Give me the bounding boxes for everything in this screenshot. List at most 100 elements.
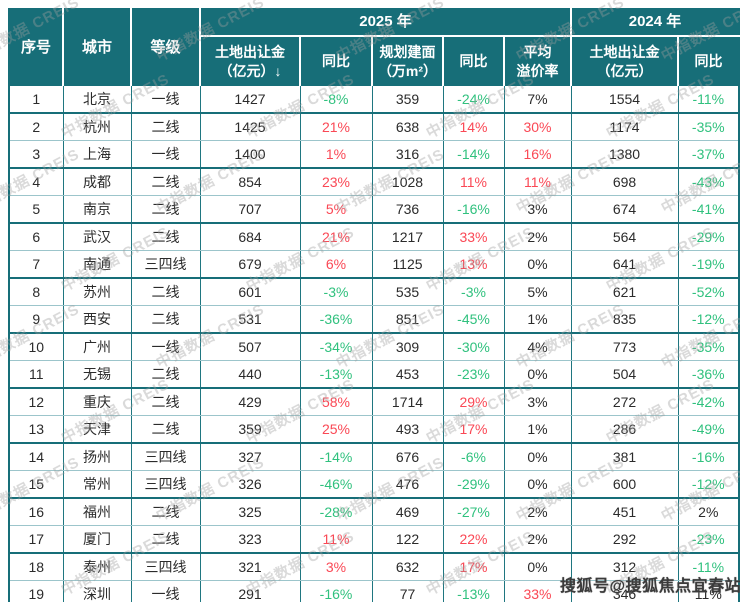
table-row: 1 北京 一线 1427 -8% 359 -24% 7% 1554 -11% xyxy=(9,86,740,114)
cell-2024-amount: 600 xyxy=(570,470,679,499)
cell-2024-amount: 1174 xyxy=(570,113,679,141)
cell-2024-amount: 1380 xyxy=(570,140,679,169)
col-header-2025-area-line2: （万m²） xyxy=(377,62,438,79)
cell-premium-rate: 0% xyxy=(503,250,572,279)
col-header-tier: 等级 xyxy=(130,9,200,86)
cell-2025-amount: 1425 xyxy=(199,113,300,141)
col-header-premium-line1: 平均 xyxy=(523,43,552,60)
cell-tier: 二线 xyxy=(130,498,200,526)
cell-2024-yoy: -35% xyxy=(677,333,740,361)
cell-2024-yoy: -11% xyxy=(677,553,740,581)
cell-seq: 3 xyxy=(9,140,63,169)
cell-2024-yoy: -12% xyxy=(677,470,740,499)
cell-2024-amount: 1554 xyxy=(570,86,679,114)
cell-2024-yoy: -29% xyxy=(677,223,740,251)
cell-2024-amount: 641 xyxy=(570,250,679,279)
cell-2025-amount-yoy: 58% xyxy=(299,388,372,416)
cell-seq: 8 xyxy=(9,278,63,306)
cell-2024-amount: 272 xyxy=(570,388,679,416)
cell-2024-amount: 504 xyxy=(570,360,679,389)
cell-2025-area: 493 xyxy=(371,415,443,444)
cell-seq: 1 xyxy=(9,86,63,114)
cell-seq: 11 xyxy=(9,360,63,389)
cell-seq: 17 xyxy=(9,525,63,554)
col-header-2025-amount: 土地出让金 （亿元）↓ xyxy=(199,35,300,86)
cell-seq: 9 xyxy=(9,305,63,334)
cell-2025-amount: 684 xyxy=(199,223,300,251)
cell-2024-yoy: -43% xyxy=(677,168,740,196)
table-row: 14 扬州 三四线 327 -14% 676 -6% 0% 381 -16% xyxy=(9,443,740,471)
col-header-2024-amount: 土地出让金 （亿元） xyxy=(570,35,679,86)
cell-2025-amount: 707 xyxy=(199,195,300,224)
cell-premium-rate: 3% xyxy=(503,195,572,224)
cell-2025-area: 632 xyxy=(371,553,443,581)
cell-premium-rate: 1% xyxy=(503,305,572,334)
cell-2025-amount-yoy: -13% xyxy=(299,360,372,389)
cell-premium-rate: 0% xyxy=(503,360,572,389)
cell-seq: 2 xyxy=(9,113,63,141)
cell-premium-rate: 2% xyxy=(503,498,572,526)
col-header-2025-amount-line2-sort-desc-icon: （亿元）↓ xyxy=(218,62,282,79)
cell-2025-amount-yoy: -16% xyxy=(299,580,372,602)
table-row: 17 厦门 二线 323 11% 122 22% 2% 292 -23% xyxy=(9,525,740,554)
cell-2025-amount-yoy: 1% xyxy=(299,140,372,169)
col-header-2025-amount-yoy: 同比 xyxy=(299,35,372,86)
cell-premium-rate: 4% xyxy=(503,333,572,361)
cell-2024-amount: 292 xyxy=(570,525,679,554)
cell-2024-amount: 312 xyxy=(570,553,679,581)
cell-2024-yoy: 11% xyxy=(677,580,740,602)
cell-2025-area-yoy: 17% xyxy=(442,415,504,444)
cell-2025-area-yoy: -27% xyxy=(442,498,504,526)
cell-city: 天津 xyxy=(62,415,131,444)
cell-2025-area-yoy: 22% xyxy=(442,525,504,554)
table-row: 10 广州 一线 507 -34% 309 -30% 4% 773 -35% xyxy=(9,333,740,361)
cell-premium-rate: 2% xyxy=(503,223,572,251)
cell-seq: 4 xyxy=(9,168,63,196)
table-row: 16 福州 二线 325 -28% 469 -27% 2% 451 2% xyxy=(9,498,740,526)
cell-2025-amount: 601 xyxy=(199,278,300,306)
cell-2025-amount: 1427 xyxy=(199,86,300,114)
cell-2025-amount: 291 xyxy=(199,580,300,602)
cell-premium-rate: 11% xyxy=(503,168,572,196)
cell-city: 福州 xyxy=(62,498,131,526)
cell-2024-yoy: -52% xyxy=(677,278,740,306)
col-header-seq: 序号 xyxy=(9,9,63,86)
cell-2024-amount: 451 xyxy=(570,498,679,526)
cell-2025-area: 476 xyxy=(371,470,443,499)
cell-tier: 三四线 xyxy=(130,470,200,499)
cell-2025-amount: 531 xyxy=(199,305,300,334)
cell-2025-amount: 854 xyxy=(199,168,300,196)
cell-2024-yoy: -37% xyxy=(677,140,740,169)
cell-tier: 一线 xyxy=(130,86,200,114)
table-row: 7 南通 三四线 679 6% 1125 13% 0% 641 -19% xyxy=(9,250,740,279)
col-group-2025: 2025 年 xyxy=(198,9,572,36)
cell-2024-yoy: -41% xyxy=(677,195,740,224)
cell-2025-amount: 326 xyxy=(199,470,300,499)
cell-premium-rate: 1% xyxy=(503,415,572,444)
cell-2024-amount: 346 xyxy=(570,580,679,602)
cell-2024-yoy: -42% xyxy=(677,388,740,416)
cell-seq: 14 xyxy=(9,443,63,471)
cell-2024-amount: 381 xyxy=(570,443,679,471)
col-header-2024-yoy: 同比 xyxy=(677,35,740,86)
cell-2025-amount-yoy: 23% xyxy=(299,168,372,196)
cell-2025-area-yoy: -6% xyxy=(442,443,504,471)
cell-tier: 三四线 xyxy=(130,250,200,279)
col-header-premium-rate: 平均 溢价率 xyxy=(502,35,572,86)
cell-city: 重庆 xyxy=(62,388,131,416)
cell-tier: 二线 xyxy=(130,525,200,554)
cell-2025-amount: 327 xyxy=(199,443,300,471)
cell-city: 西安 xyxy=(62,305,131,334)
cell-2025-area: 1217 xyxy=(371,223,443,251)
cell-city: 南京 xyxy=(62,195,131,224)
cell-seq: 13 xyxy=(9,415,63,444)
cell-seq: 10 xyxy=(9,333,63,361)
cell-premium-rate: 5% xyxy=(503,278,572,306)
cell-2024-yoy: -35% xyxy=(677,113,740,141)
cell-2024-amount: 621 xyxy=(570,278,679,306)
col-header-2024-amount-line2: （亿元） xyxy=(596,62,653,79)
cell-city: 扬州 xyxy=(62,443,131,471)
cell-city: 广州 xyxy=(62,333,131,361)
col-header-2024-amount-line1: 土地出让金 xyxy=(589,43,660,60)
cell-city: 无锡 xyxy=(62,360,131,389)
